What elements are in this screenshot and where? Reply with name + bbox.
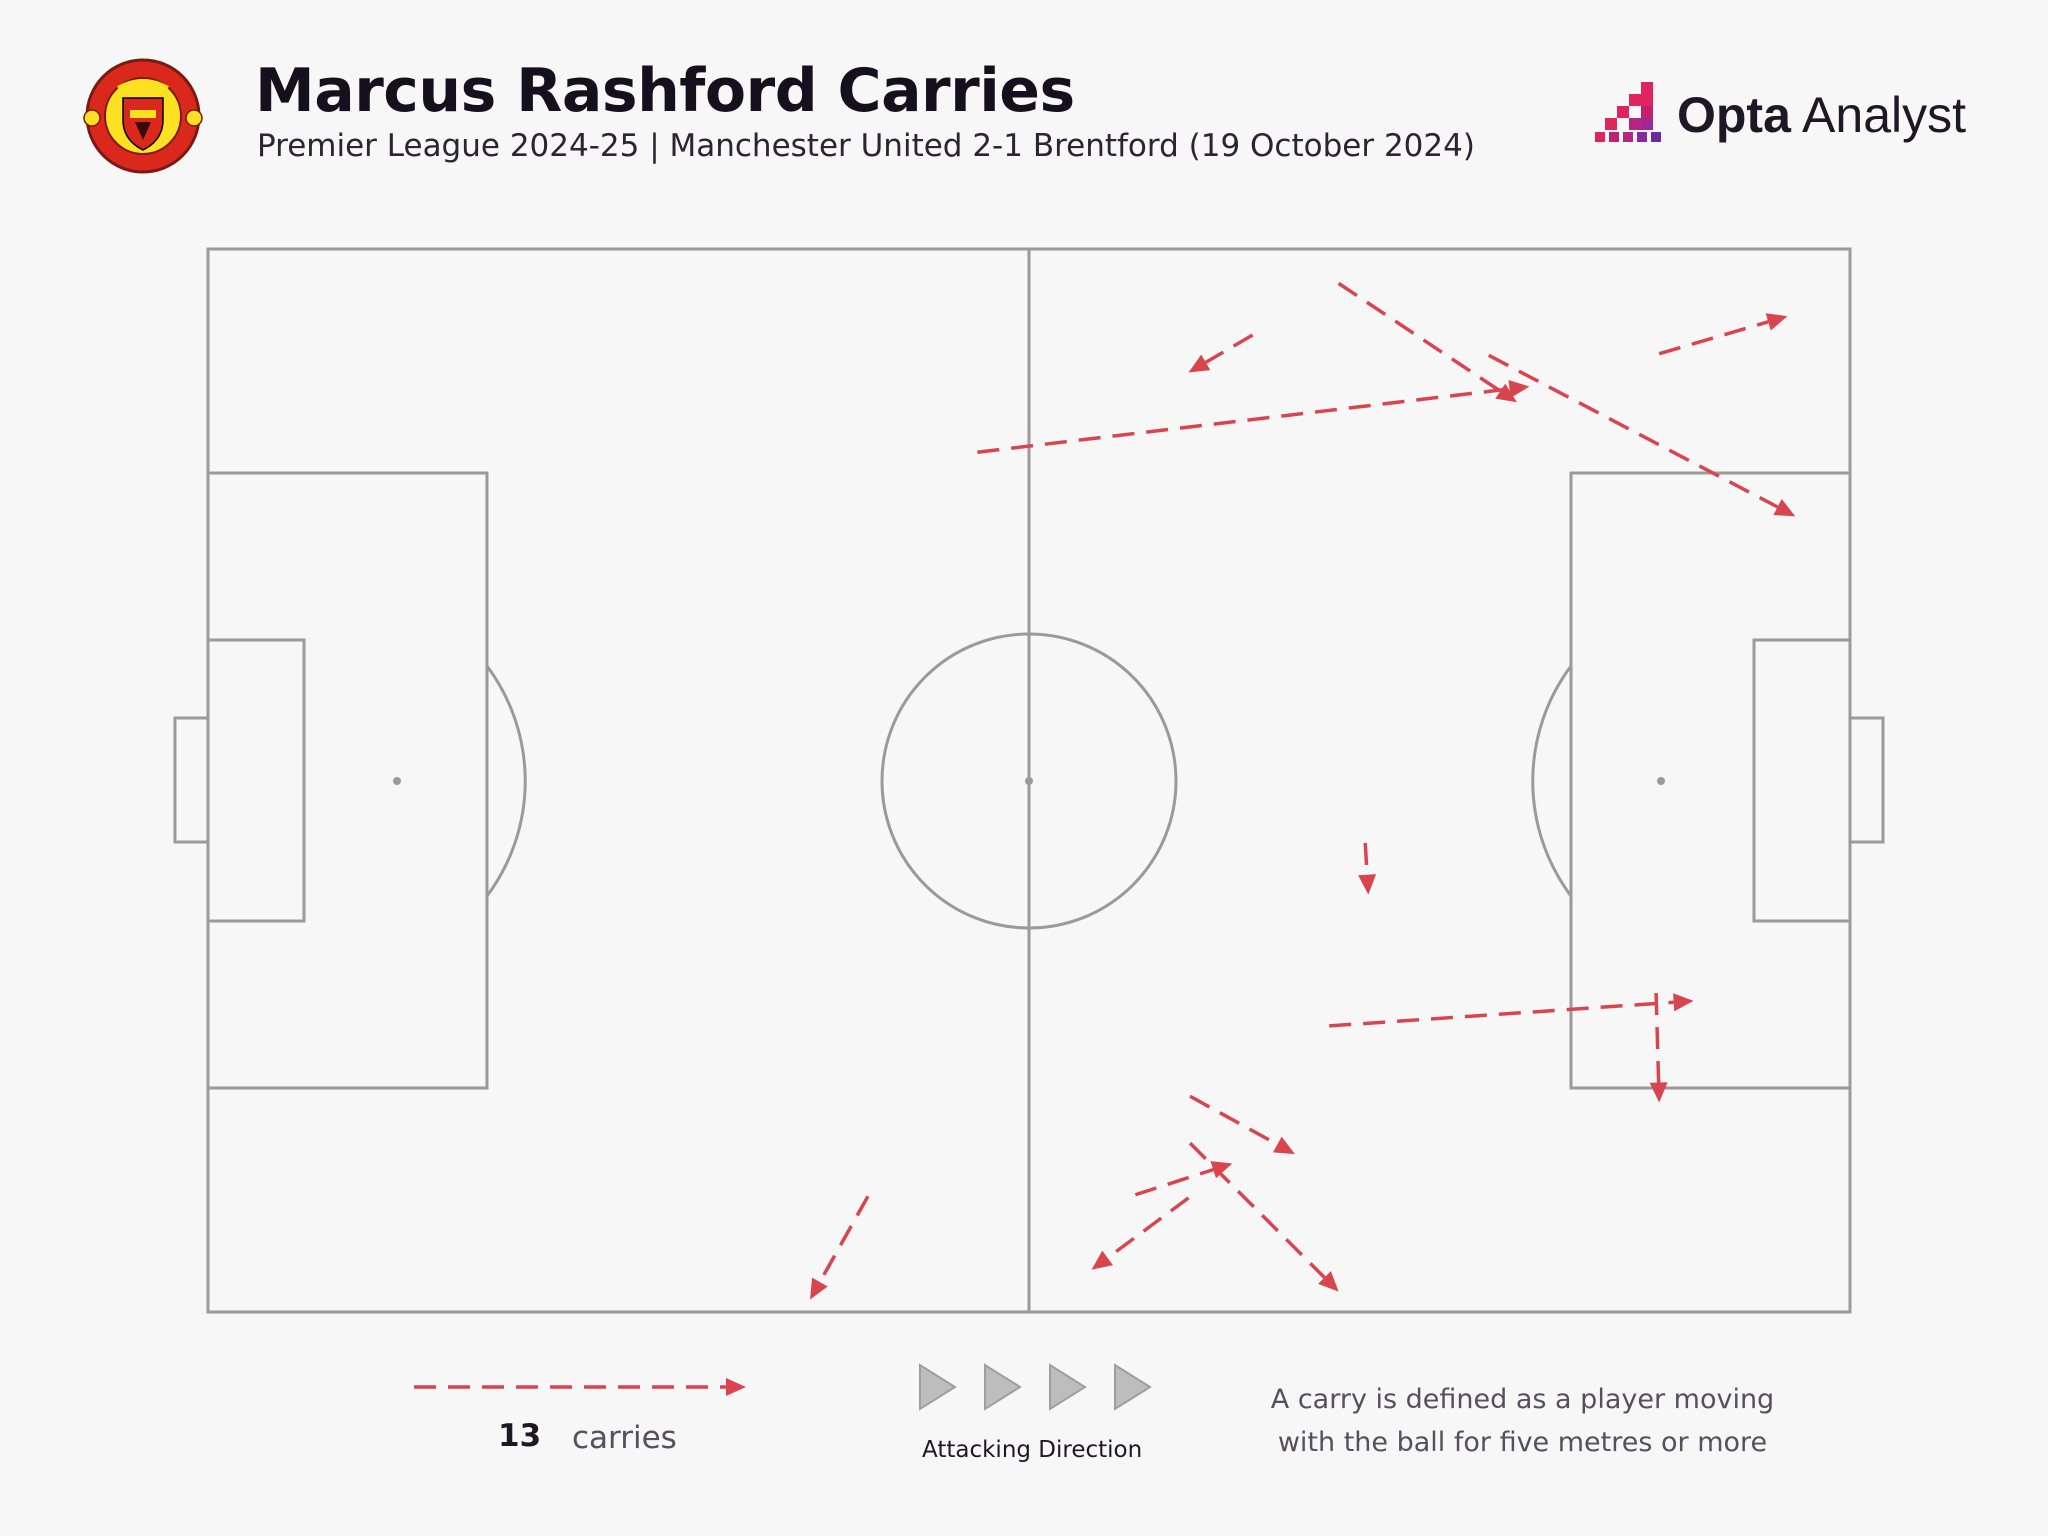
centre-circle <box>880 632 1178 930</box>
carry-arrowhead <box>1318 1271 1339 1292</box>
carry-line <box>1363 842 1369 875</box>
carry-arrowhead <box>810 1277 828 1300</box>
opta-analyst-logo: Opta Analyst <box>1595 78 2015 153</box>
carry-arrow <box>977 379 1530 454</box>
opta-mark-icon <box>1595 82 1661 142</box>
carry-arrowhead <box>1765 313 1788 331</box>
brand-name-bold: Opta <box>1677 87 1791 143</box>
direction-arrow-icon <box>984 1363 1022 1411</box>
carry-line <box>1204 333 1254 364</box>
carry-arrow <box>810 1195 870 1300</box>
left-penalty-spot <box>393 777 401 785</box>
right-six-yard-box <box>1752 638 1852 923</box>
carry-arrowhead <box>1188 354 1211 373</box>
left-penalty-arc <box>485 665 527 897</box>
carry-line <box>1134 1167 1214 1197</box>
direction-arrow-icon <box>919 1363 957 1411</box>
carry-arrowhead <box>1773 499 1796 517</box>
legend-carry-count: 13 <box>498 1418 542 1454</box>
carry-line <box>1337 281 1502 393</box>
right-penalty-arc <box>1531 665 1573 897</box>
carry-arrowhead <box>1649 1082 1668 1103</box>
pitch-markings <box>173 247 1885 1314</box>
carry-line <box>1188 1141 1326 1279</box>
carry-line <box>818 1195 870 1283</box>
left-goal <box>173 716 210 844</box>
carry-line <box>977 387 1510 454</box>
carry-line <box>1189 1094 1279 1146</box>
legend-carry-unit: carries <box>572 1420 677 1456</box>
left-six-yard-box <box>206 638 306 923</box>
carry-arrowhead <box>1673 993 1694 1012</box>
carry-arrowhead <box>1495 383 1517 403</box>
direction-arrow-icon <box>1049 1363 1087 1411</box>
left-penalty-area <box>206 471 489 1090</box>
legend-carry-arrowhead <box>726 1378 746 1396</box>
attacking-direction-label: Attacking Direction <box>922 1437 1143 1463</box>
carry-line <box>1658 320 1769 356</box>
carry-arrow <box>1091 1196 1190 1270</box>
carries-layer <box>810 281 1796 1300</box>
carry-arrow <box>1188 1141 1339 1292</box>
carry-arrow <box>1188 333 1254 373</box>
carry-arrowhead <box>1358 874 1377 895</box>
carry-line <box>1487 353 1779 509</box>
attacking-direction-arrows <box>919 1363 1152 1411</box>
carry-definition-note: A carry is defined as a player moving wi… <box>1270 1384 1775 1458</box>
direction-arrow-icon <box>1114 1363 1152 1411</box>
carry-arrowhead <box>1508 379 1530 398</box>
centre-spot <box>1025 777 1033 785</box>
carry-arrow <box>1649 993 1668 1103</box>
carry-arrow <box>1487 353 1796 517</box>
club-crest-logo <box>83 58 203 174</box>
carry-line <box>1106 1196 1190 1260</box>
brand-name-light: Analyst <box>1790 87 1967 143</box>
right-goal <box>1848 716 1885 844</box>
chart-title: Marcus Rashford Carries <box>255 56 1075 126</box>
right-penalty-spot <box>1657 777 1665 785</box>
right-penalty-area <box>1569 471 1852 1090</box>
carry-arrow <box>1658 313 1788 356</box>
chart-subtitle: Premier League 2024-25 | Manchester Unit… <box>257 128 1475 164</box>
crest-shield-icon <box>83 58 203 174</box>
carry-arrow <box>1134 1161 1233 1197</box>
carry-arrowhead <box>1272 1136 1295 1155</box>
carry-arrowhead <box>1210 1161 1233 1179</box>
carry-arrow <box>1358 842 1377 895</box>
carry-line <box>1654 993 1661 1083</box>
carry-arrow <box>1337 281 1517 403</box>
carry-arrowhead <box>1091 1250 1113 1270</box>
carry-line <box>1329 1000 1674 1028</box>
brand-name: Opta Analyst <box>1677 86 1966 144</box>
carry-arrow <box>1189 1094 1295 1155</box>
legend-carry-sample <box>414 1378 746 1396</box>
carry-arrow <box>1329 993 1694 1028</box>
